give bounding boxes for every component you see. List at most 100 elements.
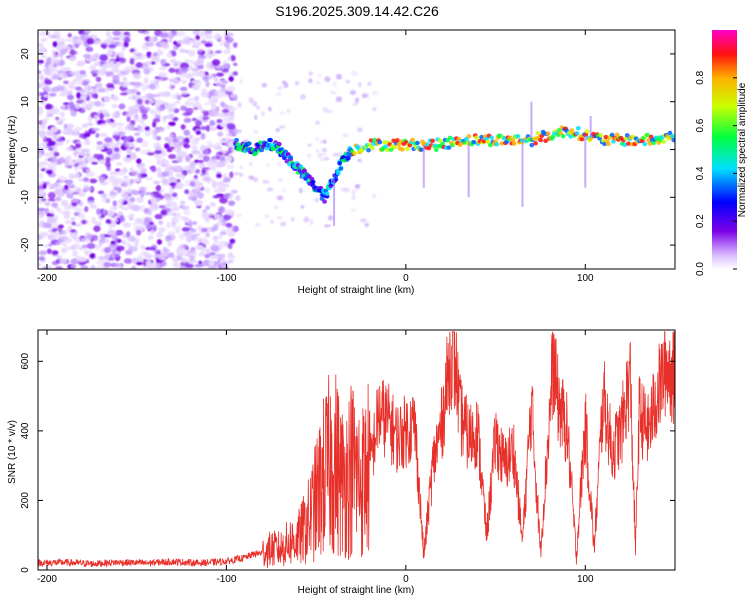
- noise-blob: [38, 172, 44, 179]
- noise-blob: [146, 262, 154, 269]
- noise-blob: [183, 117, 192, 123]
- noise-blob: [221, 68, 230, 73]
- noise-blob: [161, 76, 169, 81]
- noise-blob: [173, 196, 179, 200]
- noise-blob: [144, 217, 153, 223]
- noise-blob: [170, 93, 177, 100]
- signal-blob: [533, 141, 538, 146]
- snr-ytick-label: 600: [20, 353, 31, 370]
- noise-blob: [167, 240, 172, 247]
- noise-blob: [354, 184, 361, 188]
- noise-blob: [126, 231, 131, 238]
- noise-blob: [44, 115, 50, 122]
- noise-blob: [62, 242, 67, 247]
- noise-blob: [180, 105, 188, 111]
- noise-blob: [83, 86, 89, 92]
- noise-blob: [141, 113, 148, 120]
- signal-blob: [322, 199, 327, 204]
- noise-blob: [89, 186, 95, 193]
- noise-blob: [306, 143, 312, 147]
- noise-blob: [180, 39, 189, 45]
- noise-blob: [57, 175, 67, 181]
- noise-blob: [192, 145, 198, 151]
- noise-blob: [219, 231, 227, 236]
- noise-blob: [190, 181, 196, 187]
- noise-blob: [38, 91, 41, 97]
- noise-blob: [161, 171, 169, 177]
- noise-blob: [208, 97, 213, 103]
- noise-blob: [131, 170, 140, 176]
- noise-blob: [141, 251, 149, 255]
- signal-blob: [494, 142, 500, 147]
- noise-blob: [371, 90, 379, 96]
- noise-blob: [49, 93, 57, 97]
- noise-blob: [335, 96, 343, 103]
- noise-blob: [227, 56, 232, 61]
- noise-blob: [68, 101, 75, 108]
- signal-blob: [234, 137, 240, 143]
- noise-blob: [221, 64, 229, 69]
- noise-blob: [44, 202, 51, 207]
- noise-blob: [38, 142, 42, 147]
- noise-blob: [166, 200, 172, 205]
- noise-blob: [317, 73, 322, 78]
- noise-blob: [204, 42, 213, 48]
- noise-blob: [218, 39, 225, 46]
- noise-blob: [252, 100, 258, 107]
- noise-blob: [315, 120, 321, 125]
- noise-blob: [113, 253, 120, 258]
- noise-blob: [48, 236, 55, 240]
- noise-blob: [75, 172, 80, 179]
- noise-blob: [300, 178, 304, 184]
- signal-blob: [543, 138, 549, 144]
- signal-blob: [609, 132, 615, 138]
- noise-blob: [212, 156, 218, 161]
- noise-blob: [149, 36, 155, 42]
- noise-blob: [81, 80, 89, 86]
- colorbar-tick-label: 0.8: [695, 70, 706, 84]
- noise-blob: [322, 139, 327, 144]
- noise-blob: [93, 100, 102, 107]
- noise-blob: [123, 258, 133, 264]
- signal-blob: [446, 145, 452, 150]
- noise-blob: [158, 72, 164, 78]
- snr-ytick-label: 400: [20, 422, 31, 439]
- noise-blob: [174, 212, 182, 218]
- noise-blob: [46, 265, 53, 269]
- noise-blob: [183, 138, 189, 143]
- noise-blob: [51, 73, 60, 79]
- noise-blob: [84, 140, 91, 146]
- noise-blob: [210, 102, 217, 110]
- noise-blob: [112, 200, 117, 207]
- noise-blob: [38, 199, 43, 205]
- noise-blob: [352, 102, 359, 106]
- noise-blob: [159, 32, 169, 39]
- noise-blob: [321, 147, 328, 153]
- signal-blob: [337, 161, 343, 166]
- noise-blob: [156, 136, 162, 141]
- noise-blob: [106, 87, 115, 92]
- noise-blob: [153, 180, 160, 185]
- noise-blob: [276, 86, 283, 90]
- noise-blob: [303, 216, 310, 223]
- noise-blob: [210, 110, 220, 117]
- noise-blob: [357, 127, 363, 133]
- noise-blob: [123, 157, 133, 163]
- noise-blob: [104, 246, 112, 254]
- noise-blob: [173, 142, 179, 148]
- noise-blob: [361, 93, 368, 99]
- noise-blob: [182, 112, 191, 117]
- noise-blob: [48, 62, 55, 68]
- noise-blob: [59, 258, 67, 264]
- noise-blob: [90, 86, 97, 90]
- noise-blob: [200, 87, 208, 93]
- noise-blob: [75, 126, 83, 131]
- noise-blob: [160, 210, 168, 216]
- signal-blob: [432, 143, 438, 148]
- noise-blob: [48, 140, 56, 146]
- noise-blob: [233, 128, 240, 135]
- noise-blob: [189, 164, 195, 169]
- noise-blob: [169, 133, 175, 140]
- noise-blob: [73, 163, 80, 168]
- noise-blob: [109, 170, 118, 176]
